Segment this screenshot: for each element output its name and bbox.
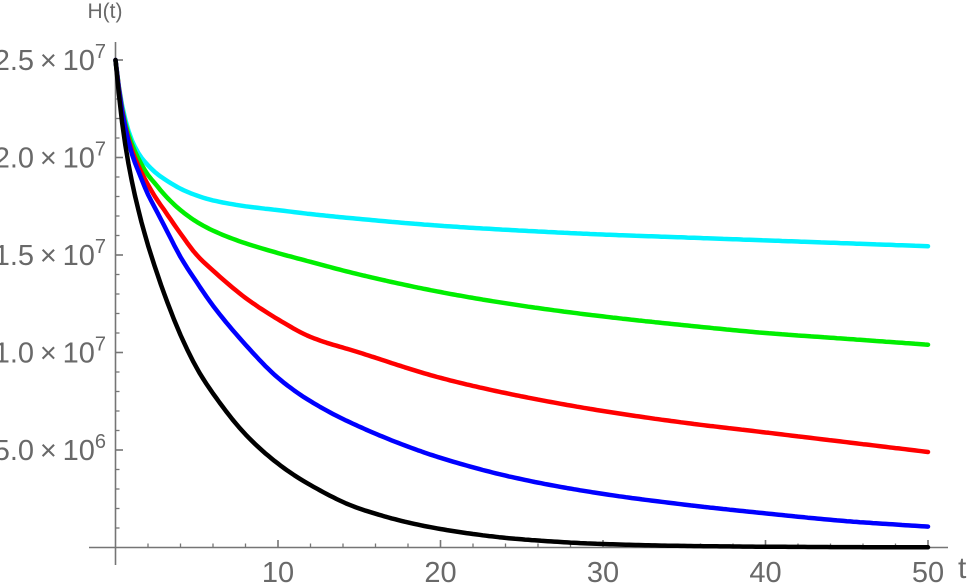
curve-black xyxy=(113,57,931,550)
y-tick-label: 2.0 × 107 xyxy=(0,139,106,175)
x-tick-label: 40 xyxy=(749,557,781,588)
y-tick-label: 5.0 × 106 xyxy=(0,431,106,467)
curve-green xyxy=(113,57,931,347)
y-tick-labels: 5.0 × 106 1.0 × 107 1.5 × 107 2.0 × 107 2.5 … xyxy=(0,41,106,467)
x-tick-label: 30 xyxy=(587,557,619,588)
x-tick-label: 10 xyxy=(262,557,294,588)
curves xyxy=(113,57,931,550)
x-tick-label: 20 xyxy=(424,557,456,588)
y-tick-label: 1.5 × 107 xyxy=(0,236,106,272)
y-axis-title: H(t) xyxy=(88,0,123,23)
x-tick-label: 50 xyxy=(912,557,944,588)
curve-red xyxy=(113,57,931,455)
y-tick-label: 2.5 × 107 xyxy=(0,41,106,77)
curve-cyan xyxy=(113,57,931,249)
x-tick-labels: 10 20 30 40 50 xyxy=(262,557,944,588)
y-tick-label: 1.0 × 107 xyxy=(0,334,106,370)
curve-blue xyxy=(113,57,931,529)
x-axis-title: t xyxy=(958,552,967,585)
